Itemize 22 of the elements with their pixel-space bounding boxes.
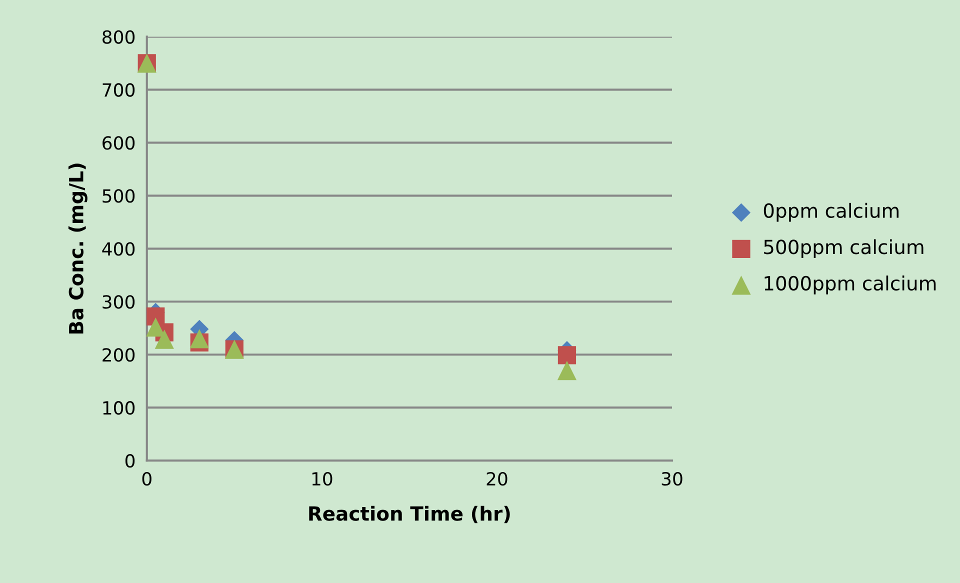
point [190, 329, 209, 348]
legend-label: 1000ppm calcium [764, 276, 936, 294]
y-axis-title: Ba Conc. (mg/L) [68, 164, 88, 334]
x-tick-label: 10 [312, 472, 332, 486]
x-tick-label: 0 [142, 472, 152, 486]
y-tick-label: 200 [102, 348, 135, 362]
y-tick-label: 700 [102, 83, 135, 97]
y-tick-label: 800 [102, 30, 135, 44]
point [557, 360, 577, 380]
y-tick-label: 400 [102, 242, 135, 256]
point [154, 330, 174, 349]
point [558, 346, 576, 364]
x-tick-label: 20 [486, 472, 508, 486]
y-tick-label: 500 [102, 189, 135, 203]
legend-label: 0ppm calcium [764, 202, 899, 222]
y-tick-label: 300 [102, 295, 135, 309]
x-axis-title: Reaction Time (hr) [309, 506, 510, 524]
y-tick-label: 0 [125, 454, 135, 468]
y-tick-label: 600 [102, 136, 135, 150]
y-tick-label: 100 [103, 401, 135, 415]
x-tick-label: 30 [662, 472, 682, 486]
legend-label: 500ppm calcium [764, 239, 924, 258]
